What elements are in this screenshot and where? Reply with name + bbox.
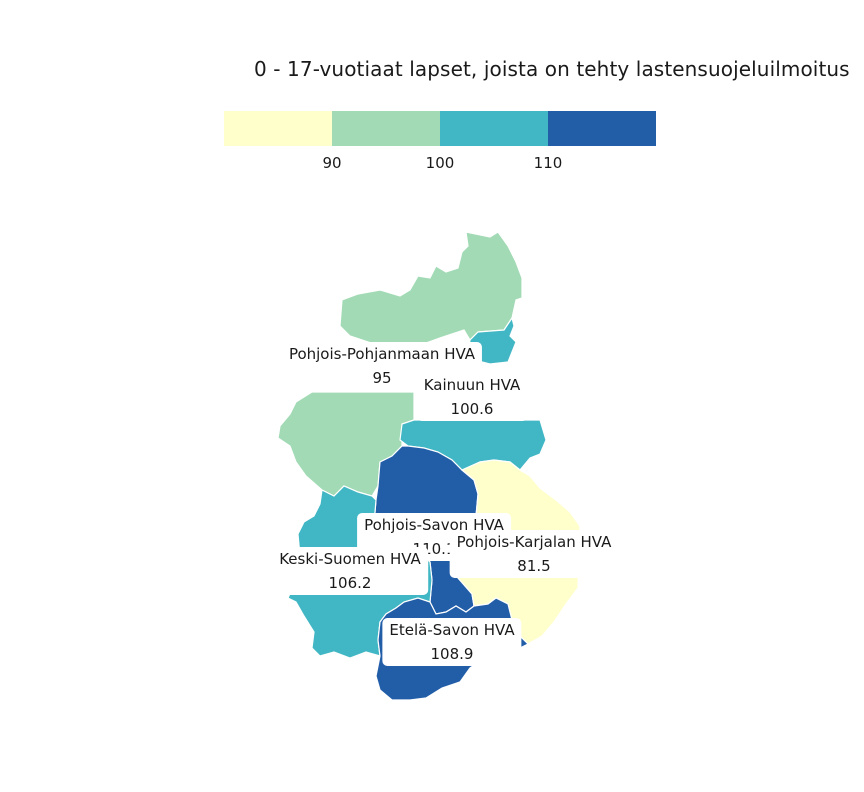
- region-value: 108.9: [430, 645, 474, 663]
- region-label-pohjois-karjala: Pohjois-Karjalan HVA 81.5: [449, 530, 619, 578]
- legend-bin-3: [440, 111, 548, 146]
- legend-bin-4: [548, 111, 656, 146]
- region-name: Pohjois-Karjalan HVA: [456, 533, 612, 551]
- region-value: 81.5: [517, 557, 551, 575]
- region-name: Keski-Suomen HVA: [279, 550, 421, 568]
- region-label-kainuu: Kainuun HVA 100.6: [416, 373, 528, 421]
- region-value: 100.6: [450, 400, 494, 418]
- region-name: Kainuun HVA: [423, 376, 521, 394]
- region-value: 106.2: [328, 574, 372, 592]
- region-name: Etelä-Savon HVA: [389, 621, 515, 639]
- region-name: Pohjois-Savon HVA: [364, 516, 504, 534]
- region-pohjois-pohjanmaa-north[interactable]: [339, 231, 523, 347]
- region-value: 95: [372, 369, 392, 387]
- region-label-keski-suomi: Keski-Suomen HVA 106.2: [272, 547, 428, 595]
- map-title: 0 - 17-vuotiaat lapset, joista on tehty …: [254, 57, 850, 81]
- legend-bin-1: [224, 111, 332, 146]
- region-label-etela-savo: Etelä-Savon HVA 108.9: [382, 618, 522, 666]
- legend-tick-100: 100: [425, 154, 455, 172]
- legend-bin-2: [332, 111, 440, 146]
- region-name: Pohjois-Pohjanmaan HVA: [288, 345, 476, 363]
- legend-tick-90: 90: [322, 154, 342, 172]
- legend-tick-110: 110: [533, 154, 563, 172]
